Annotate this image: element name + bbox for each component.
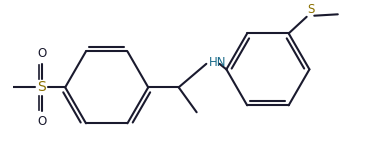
Text: S: S — [307, 3, 315, 16]
Text: HN: HN — [209, 56, 227, 69]
Text: S: S — [37, 80, 46, 94]
Text: O: O — [37, 47, 46, 60]
Text: O: O — [37, 115, 46, 128]
